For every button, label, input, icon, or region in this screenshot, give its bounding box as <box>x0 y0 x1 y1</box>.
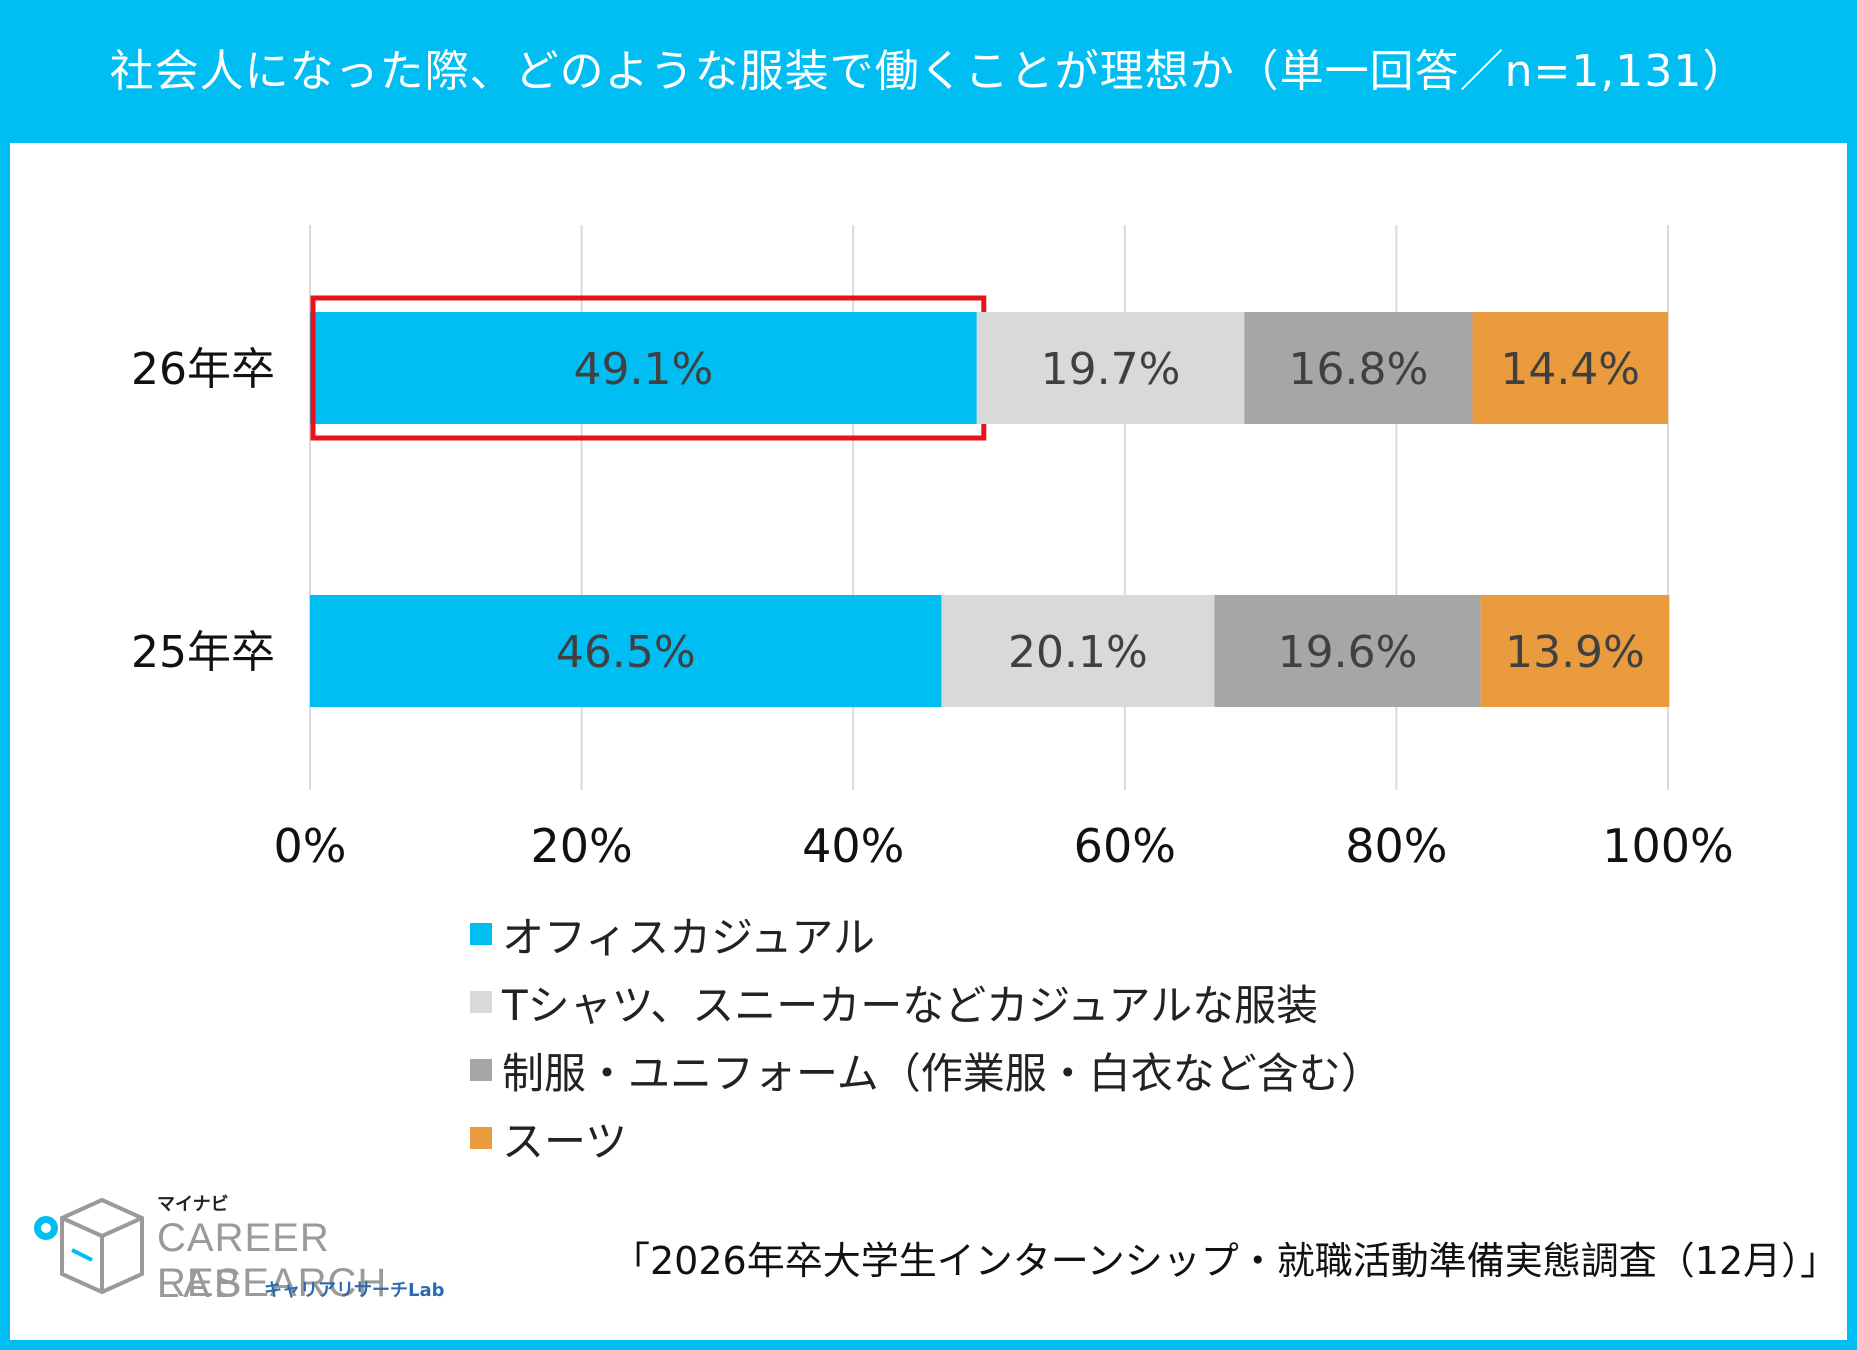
x-tick-label: 80% <box>1345 819 1447 873</box>
legend-label: Tシャツ、スニーカーなどカジュアルな服装 <box>502 980 1319 1030</box>
legend-item: オフィスカジュアル <box>470 900 1383 968</box>
category-label: 26年卒 <box>131 344 275 395</box>
x-tick-label: 0% <box>274 819 347 873</box>
logo-sub-text: キャリアリサーチLab <box>264 1280 445 1301</box>
data-label: 13.9% <box>1505 627 1645 678</box>
logo-lab-text: LAB <box>157 1262 245 1306</box>
legend-item: スーツ <box>470 1104 1383 1172</box>
legend: オフィスカジュアル Tシャツ、スニーカーなどカジュアルな服装制服・ユニフォーム（作… <box>470 900 1383 1172</box>
x-tick-label: 40% <box>802 819 904 873</box>
logo-brand-text: マイナビ <box>157 1194 229 1215</box>
chart-title: 社会人になった際、どのような服装で働くことが理想か（単一回答／n=1,131） <box>0 0 1857 143</box>
bar-segment <box>941 595 1215 707</box>
data-label: 46.5% <box>556 627 696 678</box>
legend-swatch <box>470 1059 492 1081</box>
legend-swatch <box>470 1127 492 1149</box>
source-citation: 「2026年卒大学生インターンシップ・就職活動準備実態調査（12月）」 <box>612 1239 1839 1283</box>
bar-segment <box>1480 595 1670 707</box>
logo-main-text: CAREER RESEARCH <box>157 1216 388 1305</box>
bar-segment <box>1244 312 1473 424</box>
career-research-lab-logo: マイナビ CAREER RESEARCH LAB キャリアリサーチLab <box>32 1188 552 1308</box>
data-label: 49.1% <box>573 344 713 395</box>
legend-swatch <box>470 991 492 1013</box>
data-label: 20.1% <box>1008 627 1148 678</box>
bar-segment <box>976 312 1245 424</box>
category-label: 25年卒 <box>131 627 275 678</box>
data-label: 16.8% <box>1288 344 1428 395</box>
bar-segment <box>1214 595 1481 707</box>
x-tick-label: 100% <box>1602 819 1734 873</box>
x-tick-label: 60% <box>1074 819 1176 873</box>
bar-segment <box>310 595 942 707</box>
legend-label: オフィスカジュアル <box>502 912 875 962</box>
bar-segment <box>310 312 977 424</box>
legend-swatch <box>470 923 492 945</box>
bar-segment <box>1472 312 1668 424</box>
legend-label: 制服・ユニフォーム（作業服・白衣など含む） <box>502 1048 1383 1098</box>
x-tick-label: 20% <box>530 819 632 873</box>
legend-label: スーツ <box>502 1116 628 1166</box>
data-label: 19.7% <box>1041 344 1181 395</box>
data-label: 19.6% <box>1278 627 1418 678</box>
legend-item: 制服・ユニフォーム（作業服・白衣など含む） <box>470 1036 1383 1104</box>
legend-item: Tシャツ、スニーカーなどカジュアルな服装 <box>470 968 1383 1036</box>
data-label: 14.4% <box>1500 344 1640 395</box>
logo-cube-icon <box>34 1197 144 1295</box>
